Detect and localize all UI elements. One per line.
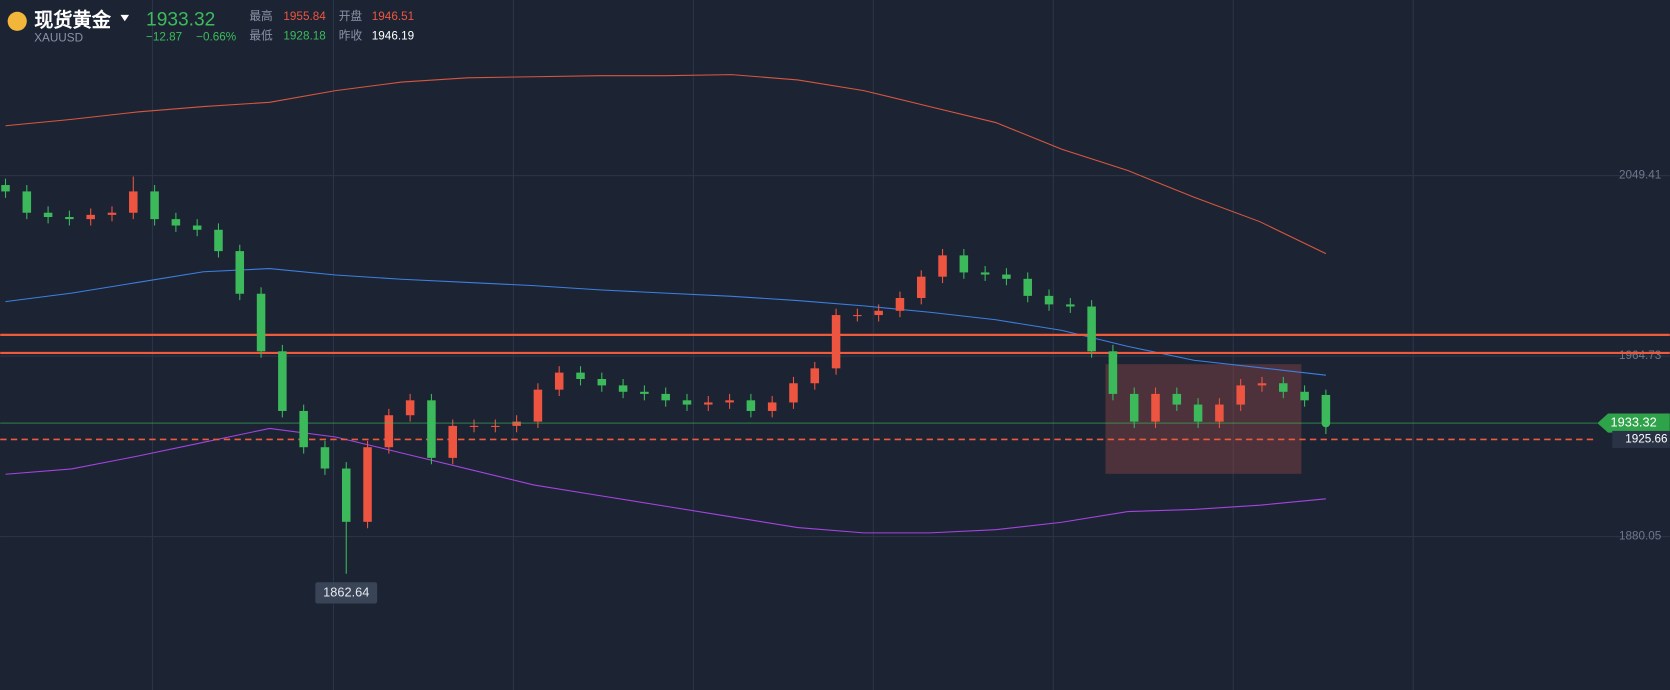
candle-body [554,372,564,390]
candle-body [704,402,713,405]
candle-body [640,391,649,394]
candle-body [831,315,841,369]
label: 最高 [249,9,272,23]
value: 1946.19 [372,29,414,42]
candle-body [1108,351,1118,394]
instrument-name: 现货黄金 [34,8,111,31]
candle-body [1236,385,1245,405]
candle-body [1215,404,1224,422]
candle-body [916,276,926,298]
gold-icon [7,11,27,31]
candle-body [746,400,756,411]
candle-body [959,255,969,273]
candle-body [1193,404,1203,422]
candle-body [43,212,53,217]
candle-body [107,212,117,215]
level-tag [1612,430,1670,448]
candle-body [725,400,734,403]
candle-body [1300,391,1309,401]
candle-body [1,185,10,192]
candle-body [853,315,862,317]
candle-body [363,447,372,522]
label: 最低 [249,29,273,42]
candle-body [341,468,351,522]
candle-body [278,351,287,411]
candle-body [384,415,394,448]
candle-body [597,378,607,386]
candle-body [938,255,947,277]
low-tag [315,582,378,604]
candle-body [512,421,521,426]
dropdown[interactable] [120,14,130,22]
candle-body [320,447,330,469]
candle-body [65,216,74,220]
candle-body [491,425,500,427]
candle-body [256,293,266,352]
candle-body [618,385,628,392]
candle-body [448,425,457,458]
candle-body [405,400,415,416]
indicator-line [5,74,1327,255]
y-tick-label: 2049.41 [1619,169,1661,182]
candle-body [576,372,585,379]
value: 1955.84 [283,10,326,23]
price-tag [1597,413,1670,433]
candle-body [469,425,479,427]
candle-body [1066,304,1075,307]
y-tick-label: 1880.05 [1619,530,1662,543]
candle-body [980,272,990,275]
candle-body [299,410,308,448]
indicator-line [5,427,1326,534]
candle-body [427,400,436,458]
candle-body [192,225,202,230]
last-price-dot [1321,418,1331,428]
symbol: XAUUSD [34,31,83,44]
candle-body [810,368,820,384]
candle-body [1044,295,1054,305]
plot: 2049.41 1964.73 1880.05 1933.32 1925.66 1862.… [0,74,1670,604]
price-tag-label: 1933.32 [1611,414,1657,429]
candle-body [1151,393,1160,422]
price: 1933.32 [146,9,215,30]
value: 1928.18 [283,29,325,42]
candle-body [1023,278,1032,296]
candle-body [171,219,181,226]
label: 昨收 [339,28,363,42]
candle-body [682,400,692,405]
vertical-grid [151,0,1414,690]
candle-body [533,389,543,422]
level-tag-label: 1925.66 [1625,433,1667,446]
candle-body [767,402,777,411]
candle-body [1129,393,1139,422]
candle-body [789,383,798,403]
candle-body [86,214,95,220]
change: −12.87 [146,30,182,43]
low-tag-label: 1862.64 [323,584,369,599]
candle-body [1321,394,1331,424]
candle-body [150,191,159,220]
candle-body [1172,393,1182,405]
candle-body [22,191,32,213]
candle-body [1257,383,1267,386]
candle-body [235,251,245,294]
candle-body [895,297,905,311]
candle-body [1279,383,1288,392]
y-tick-label: 1964.73 [1619,349,1661,362]
change-pct: −0.66% [196,30,236,43]
candle-body [129,191,138,213]
candle-body [874,310,883,316]
candle-body [1087,306,1096,352]
candle-body [214,229,223,252]
label: 开盘 [339,9,363,23]
candle-body [661,393,670,401]
value: 1946.51 [372,10,414,23]
indicator-line [5,268,1326,376]
candle-body [1002,274,1011,279]
